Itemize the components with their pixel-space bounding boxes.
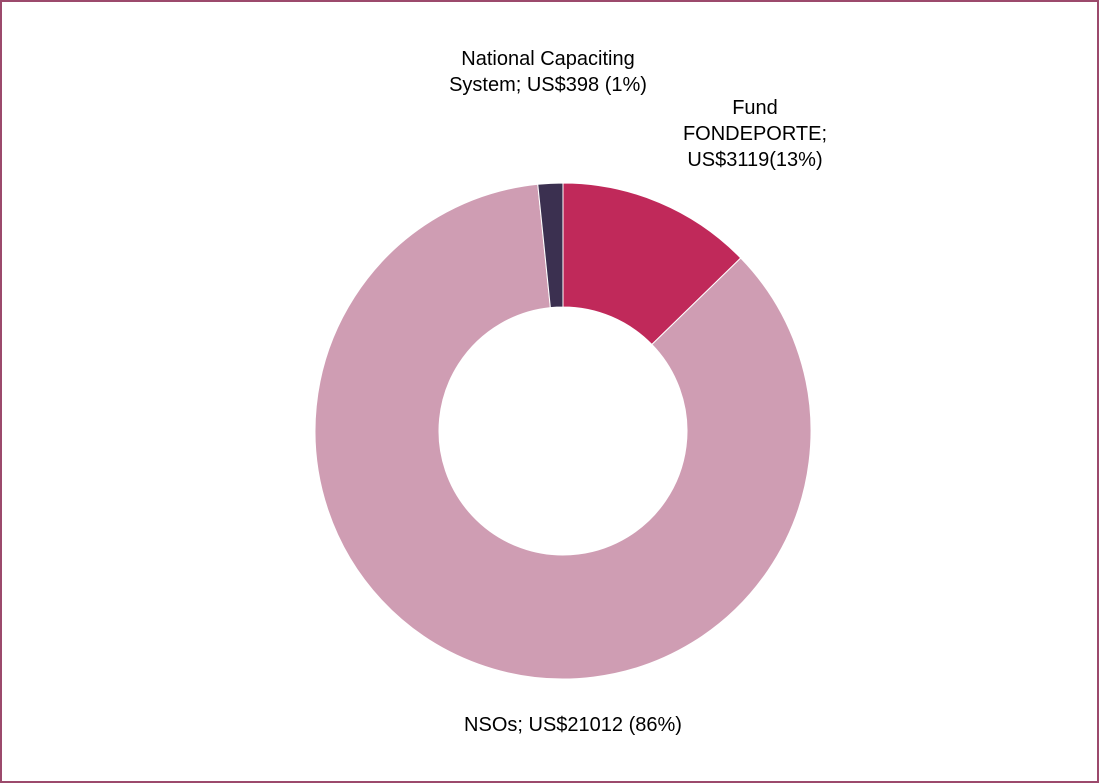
donut-segment xyxy=(562,182,742,346)
data-label: NSOs; US$21012 (86%) xyxy=(464,714,682,736)
donut-segment xyxy=(314,183,812,680)
data-label: National Capaciting System; US$398 (1%) xyxy=(449,48,647,96)
data-label: Fund FONDEPORTE; US$3119(13%) xyxy=(682,97,828,171)
donut-segment xyxy=(537,182,564,309)
